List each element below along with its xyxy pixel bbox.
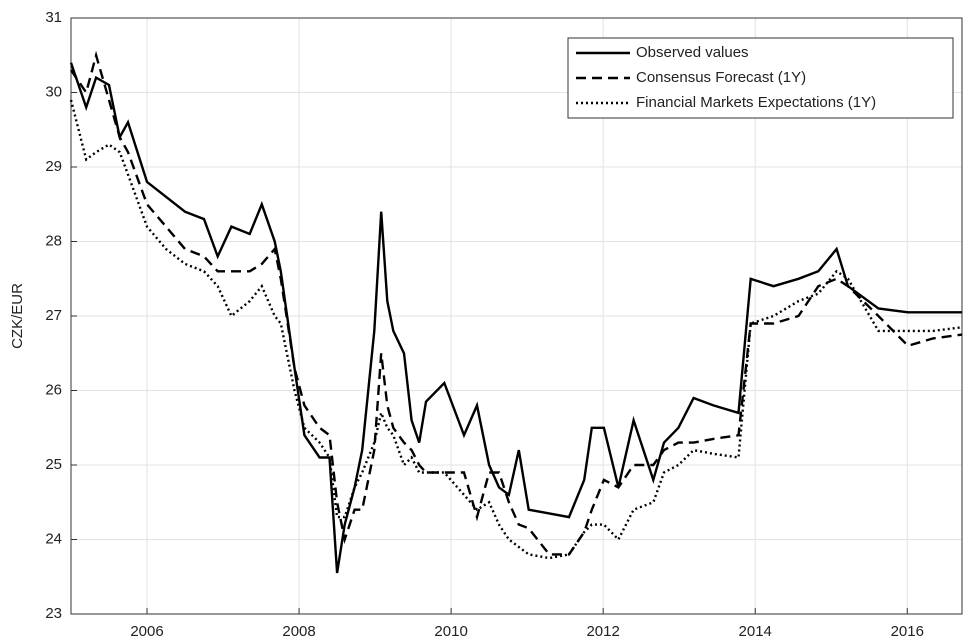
legend-label: Financial Markets Expectations (1Y) <box>636 94 876 111</box>
x-tick-label: 2012 <box>586 623 619 640</box>
legend-label: Consensus Forecast (1Y) <box>636 69 806 86</box>
x-tick-label: 2016 <box>891 623 924 640</box>
series-line <box>69 62 962 574</box>
y-tick-label: 31 <box>45 9 62 26</box>
y-tick-label: 28 <box>45 232 62 249</box>
y-axis-label: CZK/EUR <box>9 283 26 349</box>
y-tick-label: 26 <box>45 381 62 398</box>
y-tick-label: 24 <box>45 530 62 547</box>
y-tick-label: 29 <box>45 158 62 175</box>
plot-frame <box>70 17 963 615</box>
y-tick-label: 30 <box>45 83 62 100</box>
x-tick-label: 2006 <box>130 623 163 640</box>
series-line <box>69 99 963 560</box>
x-tick-label: 2014 <box>739 623 772 640</box>
y-tick-label: 27 <box>45 307 62 324</box>
legend-label: Observed values <box>636 44 749 61</box>
legend-box <box>567 37 954 119</box>
series-line <box>70 50 963 556</box>
x-tick-label: 2008 <box>282 623 315 640</box>
y-tick-label: 23 <box>45 605 62 622</box>
x-tick-label: 2010 <box>434 623 467 640</box>
y-tick-label: 25 <box>45 456 62 473</box>
